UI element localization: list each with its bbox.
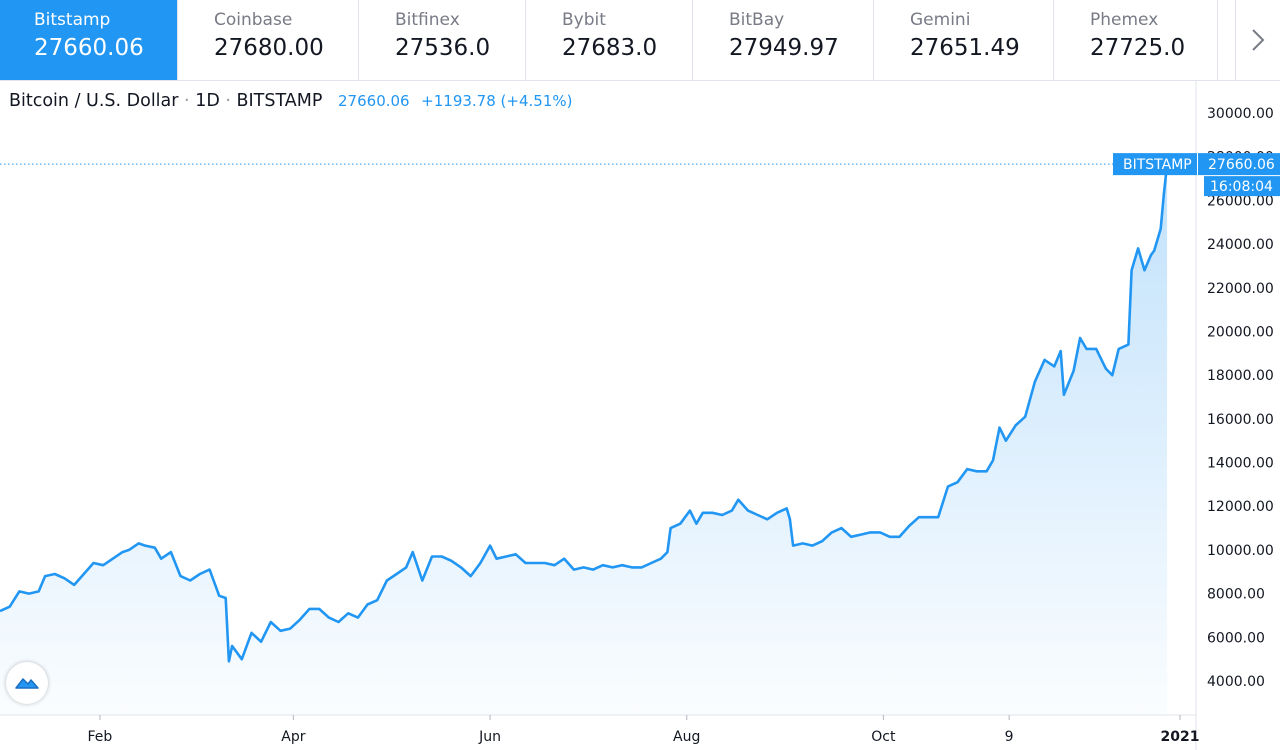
price-chart[interactable]: 4000.00 6000.00 8000.00 10000.00 12000.00 140… xyxy=(0,80,1280,750)
last-price: 27660.06 xyxy=(338,92,410,110)
ticker-bybit[interactable]: Bybit 27683.0 xyxy=(526,0,693,80)
ticker-name: Bitstamp xyxy=(34,10,111,30)
price-axis-tick: 8000.00 xyxy=(1207,587,1265,603)
price-line-layer xyxy=(0,163,1169,663)
ticker-name: Bitfinex xyxy=(395,10,460,30)
ticker-bitstamp[interactable]: Bitstamp 27660.06 xyxy=(0,0,178,80)
ticker-gemini[interactable]: Gemini 27651.49 xyxy=(874,0,1054,80)
legend-separator: · xyxy=(184,91,196,111)
price-axis-tick: 18000.00 xyxy=(1207,368,1274,384)
price-axis-tick: 30000.00 xyxy=(1207,106,1274,122)
ticker-price: 27949.97 xyxy=(729,35,839,61)
price-series-line xyxy=(0,163,1169,663)
legend-separator: · xyxy=(225,91,237,111)
ticker-name: Bybit xyxy=(562,10,606,30)
last-price-tag: BITSTAMP 27660.06 16:08:04 xyxy=(0,153,1280,197)
price-axis-tick: 14000.00 xyxy=(1207,456,1274,472)
price-axis-tick: 24000.00 xyxy=(1207,237,1274,253)
price-tag-value: 27660.06 xyxy=(1208,157,1275,173)
ticker-coinbase[interactable]: Coinbase 27680.00 xyxy=(178,0,359,80)
price-axis-tick: 16000.00 xyxy=(1207,412,1274,428)
price-axis-tick: 12000.00 xyxy=(1207,499,1274,515)
price-axis-tick: 10000.00 xyxy=(1207,543,1274,559)
ticker-price: 27725.0 xyxy=(1090,35,1186,61)
countdown-tag-box xyxy=(1204,176,1280,197)
exchange-tickers-bar: Bitstamp 27660.06 Coinbase 27680.00 Bitf… xyxy=(0,0,1280,81)
tradingview-logo-icon[interactable] xyxy=(6,662,48,704)
time-axis-label: Oct xyxy=(871,729,896,745)
ticker-name: Gemini xyxy=(910,10,971,30)
exchange-tag-box xyxy=(1113,153,1197,176)
time-axis-label: 9 xyxy=(1005,729,1014,745)
price-axis-tick: 4000.00 xyxy=(1207,674,1265,690)
time-axis-label: Jun xyxy=(478,729,501,745)
countdown-tag-value: 16:08:04 xyxy=(1210,179,1273,195)
price-axis-tick: 20000.00 xyxy=(1207,325,1274,341)
time-axis-label: 2021 xyxy=(1161,729,1200,745)
price-axis-tick: 6000.00 xyxy=(1207,630,1265,646)
ticker-price: 27651.49 xyxy=(910,35,1020,61)
time-axis-label: Aug xyxy=(673,729,700,745)
exchange-label: BITSTAMP xyxy=(236,91,323,111)
ticker-name: Coinbase xyxy=(214,10,293,30)
chart-legend: Bitcoin / U.S. Dollar · 1D · BITSTAMP 27… xyxy=(9,91,572,111)
interval-label: 1D xyxy=(195,91,220,111)
ticker-phemex[interactable]: Phemex 27725.0 xyxy=(1054,0,1218,80)
ticker-price: 27680.00 xyxy=(214,35,324,61)
area-fill-layer xyxy=(0,164,1168,716)
ticker-price: 27683.0 xyxy=(562,35,658,61)
price-axis-tick: 26000.00 xyxy=(1207,193,1274,209)
price-axis[interactable]: 4000.00 6000.00 8000.00 10000.00 12000.00 140… xyxy=(1207,106,1274,690)
price-tag-box xyxy=(1198,153,1280,176)
ticker-bitfinex[interactable]: Bitfinex 27536.0 xyxy=(359,0,526,80)
chevron-right-icon[interactable] xyxy=(1235,0,1280,80)
ticker-price: 27660.06 xyxy=(34,35,144,61)
time-axis-label: Apr xyxy=(281,729,305,745)
ticker-price: 27536.0 xyxy=(395,35,491,61)
ticker-name: BitBay xyxy=(729,10,785,30)
time-axis[interactable]: Feb Apr Jun Aug Oct 9 2021 xyxy=(88,715,1200,745)
ticker-name: Phemex xyxy=(1090,10,1159,30)
exchange-tag-label: BITSTAMP xyxy=(1123,157,1192,173)
price-area xyxy=(0,164,1168,716)
symbol-title: Bitcoin / U.S. Dollar xyxy=(9,91,179,111)
price-change: +1193.78 (+4.51%) xyxy=(421,92,573,110)
ticker-bitbay[interactable]: BitBay 27949.97 xyxy=(693,0,874,80)
time-axis-label: Feb xyxy=(88,729,113,745)
price-axis-tick: 22000.00 xyxy=(1207,281,1274,297)
